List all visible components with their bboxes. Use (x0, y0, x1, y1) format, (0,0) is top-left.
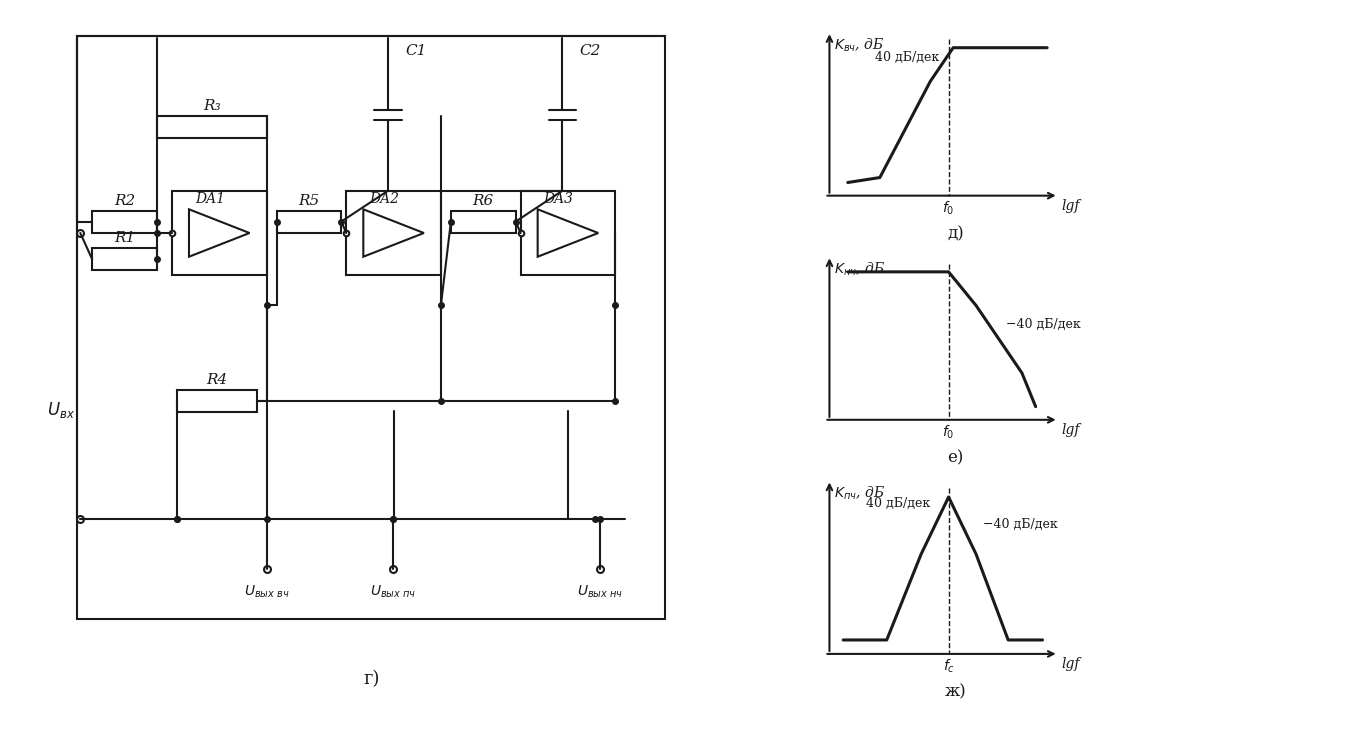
Text: $f_0$: $f_0$ (943, 200, 955, 217)
Text: $U_{вых\ вч}$: $U_{вых\ вч}$ (244, 583, 290, 600)
Text: $K_{вч}$, дБ: $K_{вч}$, дБ (834, 36, 885, 54)
Text: lgf: lgf (1062, 657, 1081, 671)
Bar (172, 190, 267, 276)
Text: −40 дБ/дек: −40 дБ/дек (1005, 318, 1081, 331)
Text: R1: R1 (114, 232, 135, 245)
Bar (276, 211, 341, 232)
Bar (451, 211, 516, 232)
Text: $U_{вх}$: $U_{вх}$ (48, 400, 75, 420)
Text: R₃: R₃ (202, 99, 220, 113)
Bar (346, 190, 440, 276)
Text: д): д) (947, 226, 964, 243)
Text: R5: R5 (298, 193, 320, 207)
Text: 40 дБ/дек: 40 дБ/дек (866, 497, 930, 510)
Text: lgf: lgf (1062, 423, 1081, 437)
Text: $U_{вых\ пч}$: $U_{вых\ пч}$ (369, 583, 416, 600)
Text: DA1: DA1 (194, 192, 224, 206)
Bar (78, 36, 665, 619)
Bar (521, 190, 616, 276)
Text: C2: C2 (580, 44, 601, 58)
Text: R6: R6 (472, 193, 494, 207)
Bar (157, 116, 267, 138)
Text: ж): ж) (944, 684, 966, 700)
Bar (92, 248, 157, 270)
Text: $K_{пч}$, дБ: $K_{пч}$, дБ (834, 484, 885, 502)
Text: DA3: DA3 (543, 192, 573, 206)
Text: е): е) (947, 450, 963, 467)
Text: lgf: lgf (1062, 198, 1081, 212)
Text: DA2: DA2 (369, 192, 399, 206)
Text: $f_0$: $f_0$ (943, 424, 955, 441)
Text: $K_{нч}$, дБ: $K_{нч}$, дБ (834, 260, 885, 278)
Text: $U_{вых\ нч}$: $U_{вых\ нч}$ (577, 583, 624, 600)
Bar (92, 211, 157, 232)
Text: $f_c$: $f_c$ (943, 658, 955, 675)
Text: R2: R2 (114, 193, 135, 207)
Text: R4: R4 (207, 373, 227, 387)
Text: г): г) (363, 670, 379, 688)
Text: C1: C1 (405, 44, 427, 58)
Bar (176, 390, 257, 412)
Text: −40 дБ/дек: −40 дБ/дек (984, 518, 1057, 531)
Text: 40 дБ/дек: 40 дБ/дек (876, 51, 940, 64)
